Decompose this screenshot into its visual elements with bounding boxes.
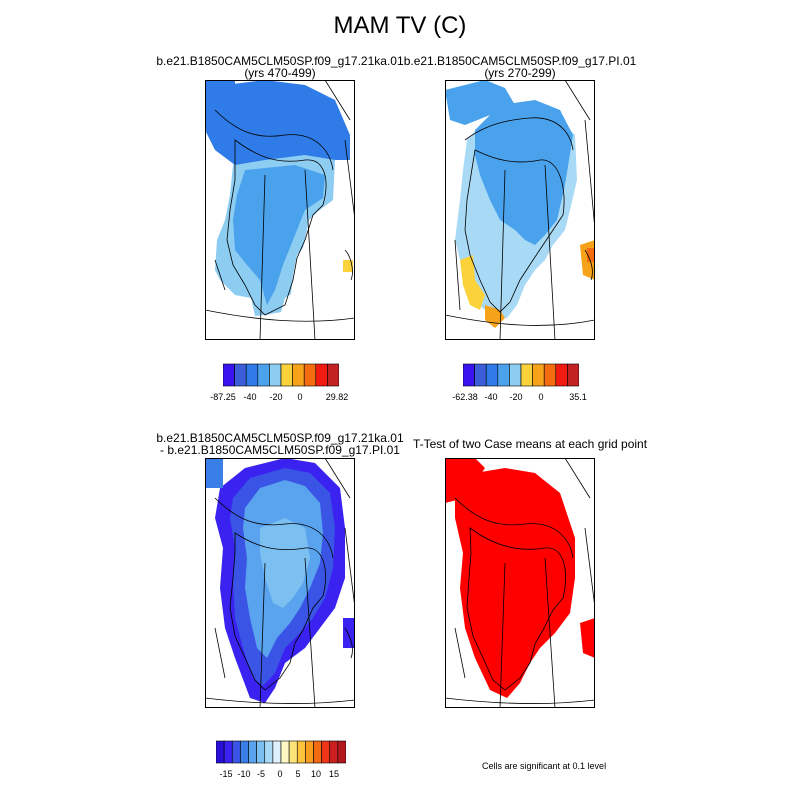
- panel2-map-lines: [445, 80, 595, 340]
- colorbar-2-label: 0: [538, 392, 544, 402]
- colorbar-1: [223, 363, 339, 387]
- colorbar-3-label: -10: [237, 769, 251, 779]
- colorbar-swatch: [321, 740, 331, 764]
- panel3-map: [205, 458, 355, 708]
- colorbar-swatch: [303, 363, 317, 387]
- panel2-title: b.e21.B1850CAM5CLM50SP.f09_g17.PI.01 (yr…: [385, 55, 655, 79]
- colorbar-2-label: -40: [484, 392, 498, 402]
- panel4-map: [445, 458, 595, 708]
- panel1-title-line1: b.e21.B1850CAM5CLM50SP.f09_g17.21ka.01: [156, 54, 404, 68]
- colorbar-swatch: [296, 740, 306, 764]
- panel3-title-line2: - b.e21.B1850CAM5CLM50SP.f09_g17.PI.01: [160, 443, 400, 457]
- colorbar-swatch: [567, 363, 579, 387]
- colorbar-swatch: [269, 363, 282, 387]
- colorbar-3-label: 15: [328, 769, 340, 779]
- colorbar-swatch: [240, 740, 249, 764]
- panel3-map-lines: [205, 458, 355, 708]
- colorbar-2: [463, 363, 579, 387]
- panel4-map-lines: [445, 458, 595, 708]
- panel2-title-line1: b.e21.B1850CAM5CLM50SP.f09_g17.PI.01: [403, 54, 637, 68]
- colorbar-swatch: [264, 740, 274, 764]
- panel1-cells: [205, 80, 353, 316]
- colorbar-swatch: [288, 740, 298, 764]
- colorbar-2-label: -62.38: [452, 392, 478, 402]
- colorbar-swatch: [305, 740, 314, 764]
- colorbar-swatch: [543, 363, 557, 387]
- colorbar-1-label: -87.25: [210, 392, 236, 402]
- colorbar-swatch: [520, 363, 533, 387]
- panel2-title-line2: (yrs 270-299): [484, 66, 556, 80]
- colorbar-3-label: -15: [219, 769, 233, 779]
- colorbar-swatch: [280, 363, 293, 387]
- colorbar-2-label: -20: [509, 392, 523, 402]
- significance-note: Cells are significant at 0.1 level: [482, 761, 607, 771]
- colorbar-swatch: [245, 363, 259, 387]
- colorbar-swatch: [485, 363, 499, 387]
- colorbar-swatch: [474, 363, 487, 387]
- colorbar-2-label: 35.1: [569, 392, 587, 402]
- colorbar-swatch: [532, 363, 545, 387]
- panel2-cells: [445, 80, 595, 328]
- colorbar-1-label: 29.82: [325, 392, 349, 402]
- colorbar-swatch: [292, 363, 305, 387]
- colorbar-swatch: [216, 740, 225, 764]
- colorbar-swatch: [313, 740, 322, 764]
- panel1-title-line2: (yrs 470-499): [244, 66, 316, 80]
- colorbar-1-label: 0: [297, 392, 303, 402]
- colorbar-swatch: [509, 363, 522, 387]
- page-title: MAM TV (C): [333, 12, 467, 39]
- colorbar-3-label: 0: [277, 769, 283, 779]
- colorbar-swatch: [248, 740, 257, 764]
- colorbar-swatch: [223, 740, 233, 764]
- colorbar-swatch: [329, 740, 339, 764]
- colorbar-swatch: [234, 363, 247, 387]
- panel3-title-line1: b.e21.B1850CAM5CLM50SP.f09_g17.21ka.01: [156, 431, 404, 445]
- colorbar-swatch: [463, 363, 475, 387]
- panel1-map-lines: [205, 80, 355, 340]
- colorbar-swatch: [497, 363, 510, 387]
- colorbar-swatch: [257, 363, 270, 387]
- colorbar-swatch: [337, 740, 346, 764]
- panel3-title: b.e21.B1850CAM5CLM50SP.f09_g17.21ka.01 -…: [145, 432, 415, 456]
- colorbar-swatch: [315, 363, 328, 387]
- colorbar-1-label: -20: [269, 392, 283, 402]
- colorbar-swatch: [256, 740, 266, 764]
- colorbar-swatch: [327, 363, 339, 387]
- colorbar-3-label: 5: [295, 769, 301, 779]
- colorbar-swatch: [280, 740, 290, 764]
- colorbar-3-label: -5: [256, 769, 266, 779]
- colorbar-swatch: [223, 363, 235, 387]
- panel4-title: T-Test of two Case means at each grid po…: [395, 438, 665, 450]
- colorbar-1-label: -40: [243, 392, 257, 402]
- colorbar-swatch: [231, 740, 241, 764]
- panel4-title-line1: T-Test of two Case means at each grid po…: [412, 437, 648, 451]
- panel1-map: [205, 80, 355, 340]
- panel1-title: b.e21.B1850CAM5CLM50SP.f09_g17.21ka.01 (…: [145, 55, 415, 79]
- panel2-map: [445, 80, 595, 340]
- colorbar-swatch: [272, 740, 282, 764]
- colorbar-3: [216, 740, 346, 764]
- colorbar-swatch: [555, 363, 568, 387]
- colorbar-3-label: 10: [310, 769, 322, 779]
